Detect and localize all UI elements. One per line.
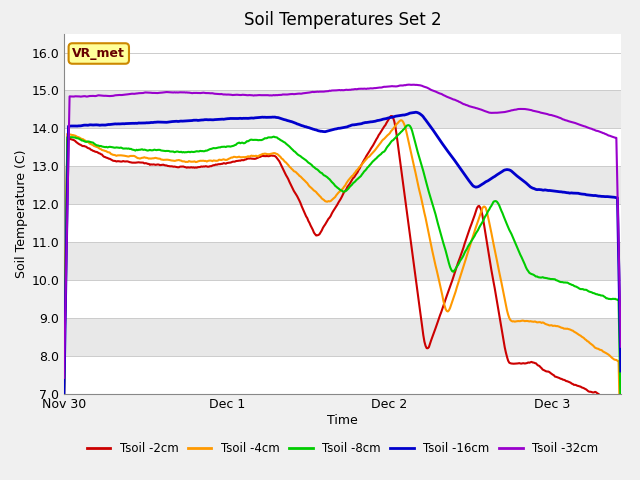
Bar <box>64 166 621 204</box>
Bar <box>64 34 621 52</box>
Text: VR_met: VR_met <box>72 47 125 60</box>
Bar <box>64 128 621 166</box>
Bar <box>64 52 621 90</box>
Title: Soil Temperatures Set 2: Soil Temperatures Set 2 <box>244 11 441 29</box>
Bar <box>64 90 621 128</box>
Bar <box>64 204 621 242</box>
Bar <box>64 242 621 280</box>
Bar <box>64 318 621 356</box>
Legend: Tsoil -2cm, Tsoil -4cm, Tsoil -8cm, Tsoil -16cm, Tsoil -32cm: Tsoil -2cm, Tsoil -4cm, Tsoil -8cm, Tsoi… <box>82 437 603 460</box>
Bar <box>64 280 621 318</box>
X-axis label: Time: Time <box>327 414 358 427</box>
Y-axis label: Soil Temperature (C): Soil Temperature (C) <box>15 149 29 278</box>
Bar <box>64 356 621 394</box>
